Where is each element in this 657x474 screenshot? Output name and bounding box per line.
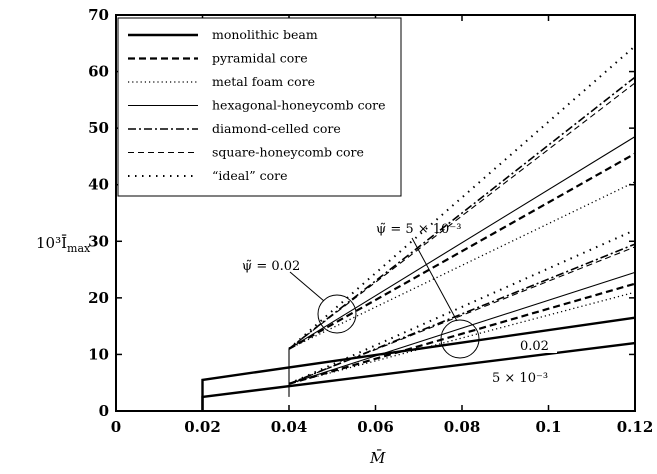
series-line-dashed-thin: [288, 82, 636, 350]
y-tick-label: 30: [88, 232, 109, 250]
x-tick-label: 0.06: [357, 418, 394, 436]
y-tick-label: 0: [99, 402, 109, 420]
psi-high-label: ψ̃ = 0.02: [242, 259, 300, 274]
legend-label: “ideal” core: [212, 168, 288, 183]
y-tick-label: 60: [88, 63, 109, 81]
y-tick-label: 40: [88, 176, 109, 194]
psi-high-arrow: [289, 271, 325, 302]
legend-box: [117, 17, 402, 197]
x-axis-title: M̄: [369, 449, 386, 467]
label-0.02-bg: [517, 337, 557, 353]
label-0.02: 0.02: [520, 339, 549, 354]
y-tick-label: 70: [88, 6, 109, 24]
legend-label: square-honeycomb core: [212, 145, 364, 160]
psi-low-label: ψ̃ = 5 × 10⁻³: [376, 222, 461, 237]
legend: monolithic beam pyramidal core metal foam …: [128, 27, 386, 183]
label-5e-3-bg: [490, 368, 564, 386]
series-line-dotted: [288, 181, 636, 350]
label-5e-3: 5 × 10⁻³: [492, 371, 548, 386]
legend-label: hexagonal-honeycomb core: [212, 98, 386, 113]
series-line-dashed-thick: [288, 152, 636, 350]
series-line-solid-thick: [201, 316, 636, 411]
series-line-solid-thick: [201, 341, 636, 411]
x-tick-label: 0.04: [271, 418, 308, 436]
series-layer: [201, 45, 636, 411]
psi-low-circle: [440, 319, 480, 359]
y-axis-title: 10³Īmax: [36, 234, 91, 255]
ticks-layer: 0 0.02 0.04 0.06 0.08 0.1 0.12 0 10 20 30 40 50 60 70: [88, 6, 653, 436]
x-tick-label: 0: [111, 418, 121, 436]
series-line-dashdot: [288, 76, 636, 350]
series-line-dotted-sparse: [288, 229, 636, 385]
series-line-dotted: [288, 291, 636, 385]
series-line-dashdot: [288, 243, 636, 385]
legend-label: monolithic beam: [212, 27, 318, 42]
series-line-dashed-thin: [288, 246, 636, 385]
x-tick-label: 0.1: [535, 418, 561, 436]
psi-low-arrow: [411, 237, 458, 322]
y-tick-label: 20: [88, 289, 109, 307]
series-line-dashed-thick: [288, 282, 636, 385]
legend-label: diamond-celled core: [212, 121, 341, 136]
x-tick-label: 0.12: [617, 418, 654, 436]
series-line-solid-thin: [288, 271, 636, 385]
legend-label: pyramidal core: [212, 51, 308, 66]
y-tick-label: 50: [88, 119, 109, 137]
x-tick-label: 0.02: [184, 418, 221, 436]
legend-label: metal foam core: [212, 74, 315, 89]
y-tick-label: 10: [88, 345, 109, 363]
x-tick-label: 0.08: [444, 418, 481, 436]
psi-high-circle: [317, 294, 357, 334]
series-line-solid-thin: [288, 136, 636, 350]
